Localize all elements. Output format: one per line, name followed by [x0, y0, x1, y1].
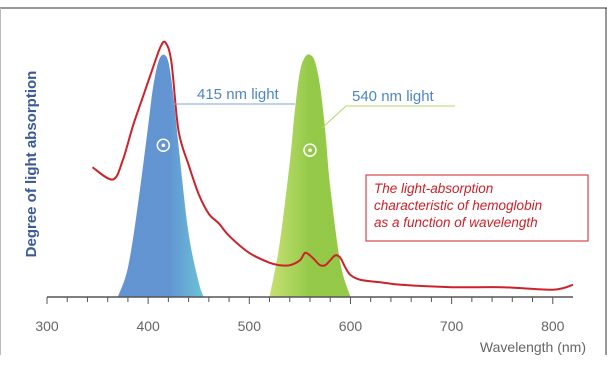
band-540nm-label: 540 nm light	[352, 88, 435, 105]
x-tick-label: 600	[339, 318, 363, 334]
band-540nm-leader	[321, 105, 347, 129]
x-tick-label: 300	[35, 318, 59, 334]
x-tick-label: 500	[238, 318, 262, 334]
hemoglobin-annotation-line-2: characteristic of hemoglobin	[374, 198, 542, 213]
band-540nm	[269, 54, 351, 297]
band-415nm-label: 415 nm light	[197, 86, 280, 103]
x-axis-ticks	[46, 297, 554, 304]
x-tick-label: 800	[541, 318, 565, 334]
band-540nm-marker-icon	[303, 143, 317, 157]
hemoglobin-annotation-box	[365, 174, 589, 242]
x-axis-tick-labels: 300 400 500 600 700 800	[35, 318, 564, 334]
hemoglobin-annotation-line-1: The light-absorption	[374, 181, 493, 196]
x-tick-label: 400	[136, 318, 160, 334]
x-axis-title: Wavelength (nm)	[480, 339, 586, 355]
hemoglobin-annotation-line-3: as a function of wavelength	[374, 215, 538, 230]
band-415nm-marker-icon	[156, 138, 171, 152]
x-tick-label: 700	[440, 318, 464, 334]
y-axis-title: Degree of light absorption	[23, 71, 40, 258]
band-415nm	[117, 54, 204, 298]
hemoglobin-absorption-curve	[91, 40, 574, 291]
